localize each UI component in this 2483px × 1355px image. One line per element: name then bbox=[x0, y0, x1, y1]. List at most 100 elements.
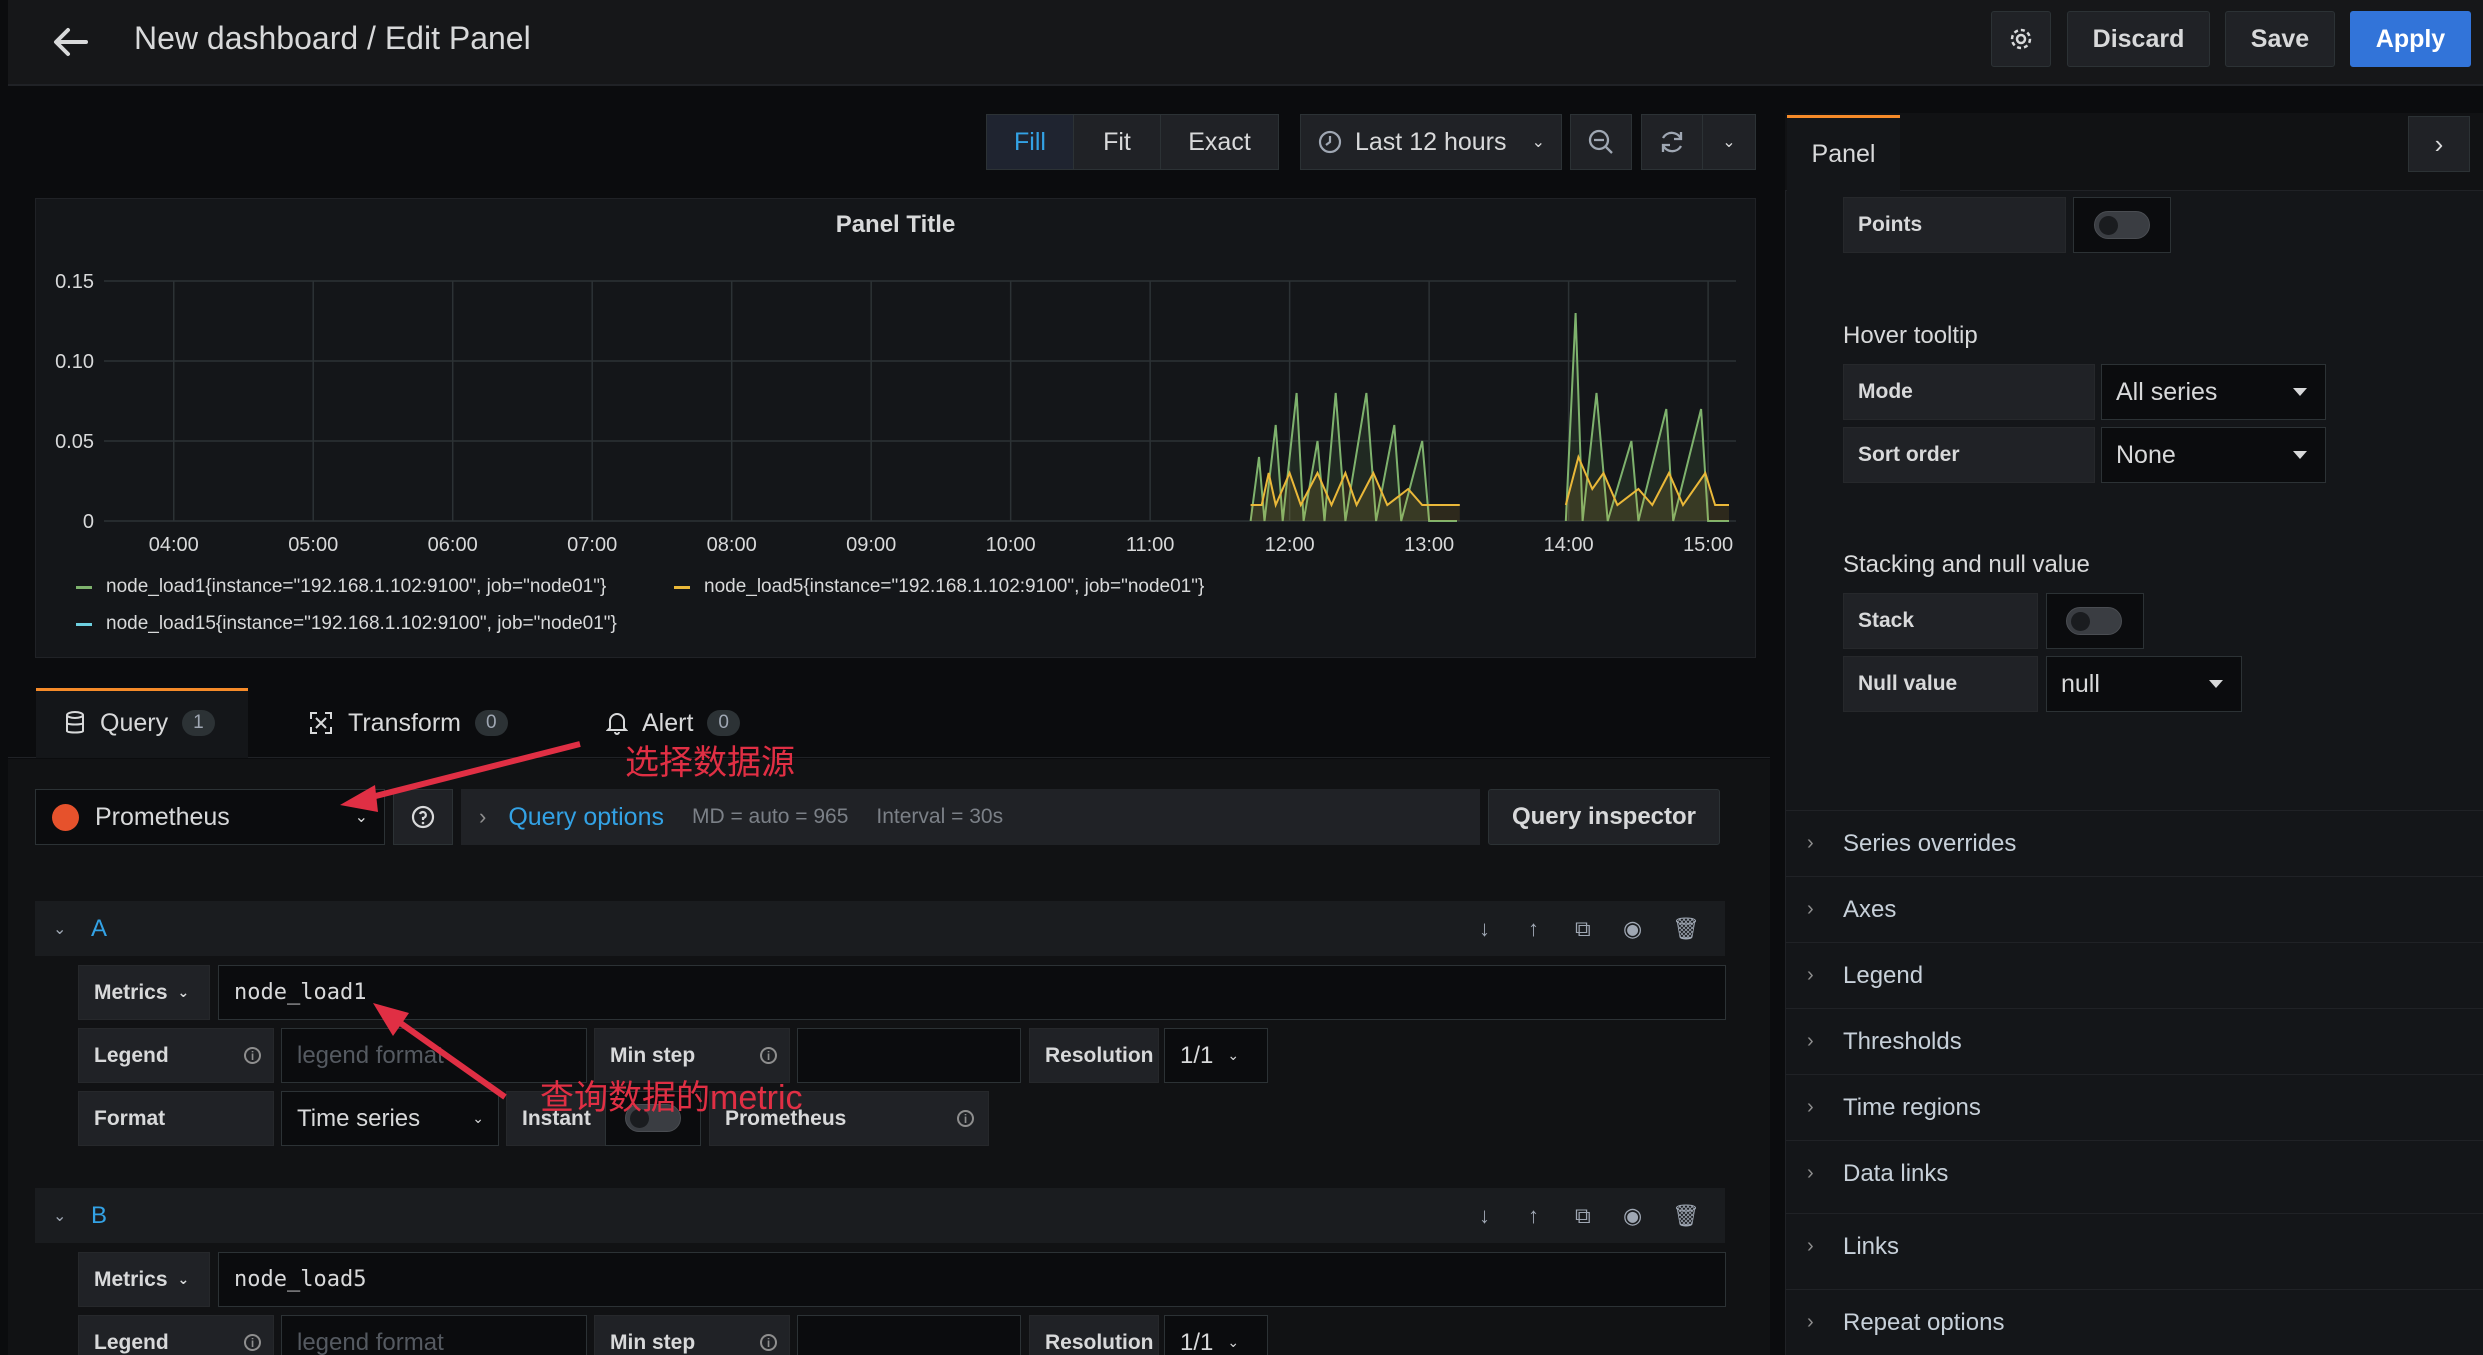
gear-icon bbox=[2010, 28, 2032, 50]
query-row-b-header[interactable]: ⌄ B ↓ ↑ ⧉ ◉ 🗑 bbox=[35, 1188, 1725, 1243]
section-label: Thresholds bbox=[1843, 1027, 1962, 1055]
prometheus-icon bbox=[52, 803, 79, 831]
settings-button[interactable] bbox=[1991, 11, 2051, 67]
apply-button[interactable]: Apply bbox=[2350, 11, 2471, 67]
section-label: Data links bbox=[1843, 1159, 1949, 1187]
legend-item-node-load5[interactable]: node_load5{instance="192.168.1.102:9100"… bbox=[674, 576, 1204, 598]
move-down-icon[interactable]: ↓ bbox=[1479, 1202, 1490, 1228]
x-tick-label: 15:00 bbox=[1683, 534, 1733, 556]
transform-icon bbox=[310, 712, 332, 734]
format-select[interactable]: Time series ⌄ bbox=[281, 1091, 499, 1146]
fit-button[interactable]: Fit bbox=[1073, 114, 1161, 170]
metrics-dropdown[interactable]: Metrics ⌄ bbox=[78, 965, 210, 1020]
min-step-label-text: Min step bbox=[610, 1330, 696, 1354]
section-thresholds[interactable]: › Thresholds bbox=[1785, 1008, 2483, 1074]
collapse-sidebar-button[interactable]: › bbox=[2408, 116, 2470, 172]
chevron-down-icon: ⌄ bbox=[1531, 134, 1545, 151]
fill-button[interactable]: Fill bbox=[986, 114, 1074, 170]
duplicate-icon[interactable]: ⧉ bbox=[1575, 915, 1591, 941]
points-toggle[interactable] bbox=[2094, 211, 2150, 239]
instant-label: Instant bbox=[506, 1091, 606, 1146]
info-icon[interactable]: i bbox=[244, 1047, 261, 1064]
section-legend[interactable]: › Legend bbox=[1785, 942, 2483, 1008]
info-icon[interactable]: i bbox=[760, 1334, 777, 1351]
refresh-interval-dropdown[interactable]: ⌄ bbox=[1702, 114, 1756, 170]
metrics-dropdown[interactable]: Metrics ⌄ bbox=[78, 1252, 210, 1307]
datasource-picker[interactable]: Prometheus ⌄ bbox=[35, 789, 385, 845]
tab-transform[interactable]: Transform 0 bbox=[308, 688, 508, 758]
caret-down-icon bbox=[2209, 680, 2223, 688]
resolution-select[interactable]: 1/1 ⌄ bbox=[1164, 1028, 1268, 1083]
query-ref-id: A bbox=[91, 914, 108, 942]
mode-select[interactable]: All series bbox=[2101, 364, 2326, 420]
resolution-value: 1/1 bbox=[1180, 1328, 1214, 1355]
section-repeat-options[interactable]: › Repeat options bbox=[1785, 1289, 2483, 1355]
hover-tooltip-title: Hover tooltip bbox=[1843, 322, 1978, 349]
datasource-help-button[interactable] bbox=[393, 789, 453, 845]
legend-format-input[interactable]: legend format bbox=[281, 1315, 587, 1355]
chevron-right-icon: › bbox=[1807, 1096, 1814, 1118]
section-time-regions[interactable]: › Time regions bbox=[1785, 1074, 2483, 1140]
x-tick-label: 06:00 bbox=[428, 534, 478, 556]
min-step-label: Min step i bbox=[594, 1315, 790, 1355]
null-value-select[interactable]: null bbox=[2046, 656, 2242, 712]
section-links[interactable]: › Links bbox=[1785, 1213, 2483, 1279]
query-row-a-header[interactable]: ⌄ A ↓ ↑ ⧉ ◉ 🗑 bbox=[35, 901, 1725, 956]
sort-order-select[interactable]: None bbox=[2101, 427, 2326, 483]
section-series-overrides[interactable]: › Series overrides bbox=[1785, 810, 2483, 876]
exact-button[interactable]: Exact bbox=[1160, 114, 1279, 170]
metric-query-input[interactable]: node_load5 bbox=[218, 1252, 1726, 1307]
eye-icon[interactable]: ◉ bbox=[1623, 915, 1643, 941]
graph-plot[interactable]: 0.15 0.10 0.05 0 04:00 05:00 06:00 07:00 08:00 09… bbox=[36, 199, 1757, 659]
chevron-right-icon: › bbox=[1807, 832, 1814, 854]
bell-icon bbox=[606, 713, 628, 735]
query-options-bar[interactable]: › Query options MD = auto = 965 Interval… bbox=[461, 789, 1480, 845]
legend-item-node-load1[interactable]: node_load1{instance="192.168.1.102:9100"… bbox=[76, 576, 606, 598]
metric-query-input[interactable]: node_load1 bbox=[218, 965, 1726, 1020]
move-down-icon[interactable]: ↓ bbox=[1479, 915, 1490, 941]
tab-query[interactable]: Query 1 bbox=[64, 688, 215, 758]
series-area bbox=[1565, 313, 1729, 521]
question-circle-icon bbox=[411, 805, 435, 829]
back-arrow-icon[interactable] bbox=[46, 18, 94, 66]
chevron-down-icon[interactable]: ⌄ bbox=[53, 920, 67, 938]
section-axes[interactable]: › Axes bbox=[1785, 876, 2483, 942]
chevron-down-icon: ⌄ bbox=[177, 984, 190, 1000]
stack-toggle[interactable] bbox=[2066, 607, 2122, 635]
series-line bbox=[1249, 392, 1457, 522]
legend-label-text: Legend bbox=[94, 1330, 169, 1354]
duplicate-icon[interactable]: ⧉ bbox=[1575, 1202, 1591, 1228]
min-step-input[interactable] bbox=[797, 1028, 1021, 1083]
chevron-down-icon: ⌄ bbox=[354, 809, 368, 826]
zoom-out-button[interactable] bbox=[1570, 114, 1632, 170]
eye-icon[interactable]: ◉ bbox=[1623, 1202, 1643, 1228]
time-range-picker[interactable]: Last 12 hours ⌄ bbox=[1300, 114, 1562, 170]
chevron-right-icon: › bbox=[2434, 128, 2444, 159]
instant-toggle[interactable] bbox=[625, 1104, 681, 1132]
info-icon[interactable]: i bbox=[244, 1334, 261, 1351]
section-data-links[interactable]: › Data links bbox=[1785, 1140, 2483, 1206]
section-label: Links bbox=[1843, 1232, 1900, 1260]
info-icon[interactable]: i bbox=[760, 1047, 777, 1064]
panel-title[interactable]: Panel Title bbox=[835, 211, 956, 238]
move-up-icon[interactable]: ↑ bbox=[1528, 1202, 1539, 1228]
resolution-select[interactable]: 1/1 ⌄ bbox=[1164, 1315, 1268, 1355]
min-step-input[interactable] bbox=[797, 1315, 1021, 1355]
tab-query-active-bar bbox=[36, 688, 248, 691]
query-inspector-button[interactable]: Query inspector bbox=[1488, 789, 1720, 845]
zoom-out-icon bbox=[1588, 129, 1613, 154]
move-up-icon[interactable]: ↑ bbox=[1528, 915, 1539, 941]
chevron-down-icon[interactable]: ⌄ bbox=[53, 1207, 67, 1225]
tab-alert[interactable]: Alert 0 bbox=[606, 688, 740, 758]
refresh-button[interactable] bbox=[1641, 114, 1703, 170]
tab-panel[interactable]: Panel bbox=[1787, 115, 1900, 191]
discard-button[interactable]: Discard bbox=[2067, 11, 2210, 67]
info-icon[interactable]: i bbox=[957, 1110, 974, 1127]
legend-item-node-load15[interactable]: node_load15{instance="192.168.1.102:9100… bbox=[76, 613, 617, 635]
min-step-label-text: Min step bbox=[610, 1043, 696, 1067]
y-tick-label: 0.05 bbox=[55, 431, 94, 453]
trash-icon[interactable]: 🗑 bbox=[1672, 915, 1700, 941]
query-options-label[interactable]: Query options bbox=[508, 802, 664, 831]
save-button[interactable]: Save bbox=[2225, 11, 2335, 67]
trash-icon[interactable]: 🗑 bbox=[1672, 1202, 1700, 1228]
